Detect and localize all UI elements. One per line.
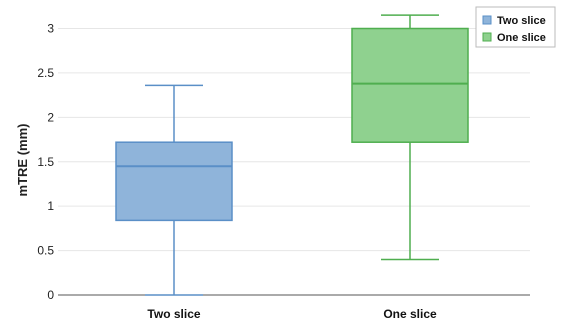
x-tick-label-one-slice: One slice [383,307,437,321]
box-group-one-slice [351,14,469,261]
x-tick-labels: Two slice One slice [147,307,437,321]
axis-layer: mTRE (mm) 0 0.5 1 1.5 2 2.5 3 [15,22,54,303]
y-tick-label: 0 [47,288,54,302]
iqr-box [115,141,233,222]
box-group-two-slice [115,84,233,296]
box-layer [115,14,469,296]
y-tick-label: 0.5 [37,244,54,258]
y-tick-label: 2 [47,110,54,124]
legend: Two slice One slice [475,6,556,48]
legend-swatch-one-slice [482,32,492,42]
x-tick-label-two-slice: Two slice [147,307,200,321]
y-axis-title: mTRE (mm) [15,124,30,197]
y-tick-label: 3 [47,22,54,36]
y-tick-label: 1 [47,199,54,213]
legend-label-two-slice: Two slice [497,15,546,27]
y-tick-label: 1.5 [37,155,54,169]
legend-label-one-slice: One slice [497,32,546,44]
iqr-box [351,27,469,143]
legend-swatch-two-slice [482,15,492,25]
y-tick-label: 2.5 [37,66,54,80]
